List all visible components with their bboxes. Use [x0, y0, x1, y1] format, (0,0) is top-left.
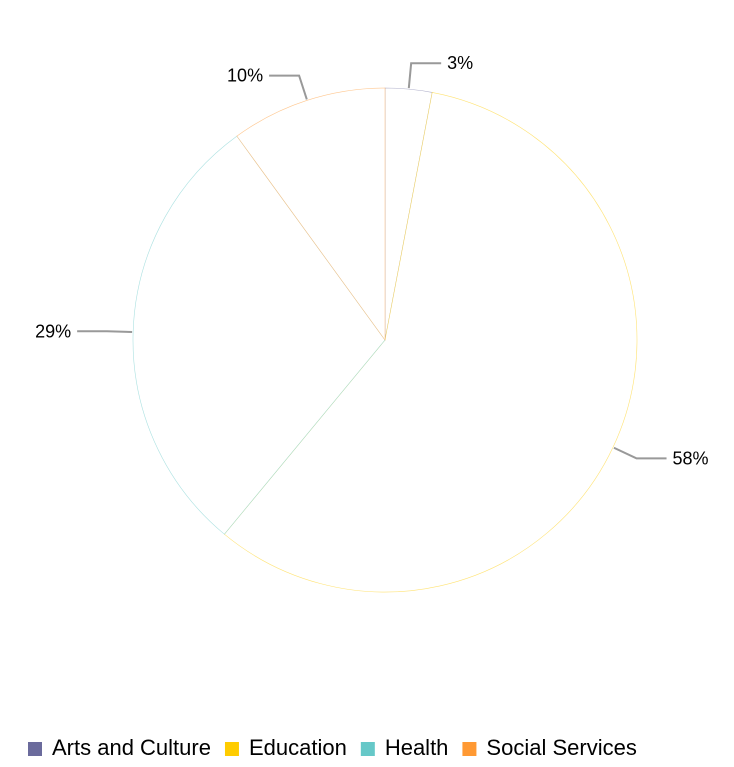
legend-item-education: Education [224, 735, 347, 760]
leader-line-arts-and-culture [407, 62, 442, 89]
pie-slices [132, 87, 638, 593]
leader-lines [77, 62, 667, 460]
legend-item-health: Health [360, 735, 449, 760]
legend-label-arts-and-culture: Arts and Culture [52, 735, 211, 760]
legend-swatch-health [360, 742, 375, 756]
value-label-arts-and-culture: 3% [447, 53, 473, 73]
leader-line-social-services [269, 74, 308, 100]
legend-swatch-education [224, 742, 239, 756]
value-label-health: 29% [35, 321, 71, 341]
value-label-social-services: 10% [227, 66, 263, 86]
value-label-education: 58% [673, 448, 709, 468]
legend-label-health: Health [385, 735, 449, 760]
legend-label-social-services: Social Services [486, 735, 636, 760]
legend-item-arts-and-culture: Arts and Culture [28, 735, 211, 760]
pie-slice-health [132, 135, 386, 535]
legend-item-social-services: Social Services [462, 735, 637, 760]
legend-swatch-arts-and-culture [28, 742, 42, 756]
legend-label-education: Education [249, 735, 347, 760]
leader-line-health [77, 330, 133, 334]
leader-line-education [613, 446, 667, 460]
legend-swatch-social-services [462, 742, 477, 756]
slice-value-labels: 3% 58% 29% 10% [35, 53, 708, 468]
pie-slice-education [223, 92, 638, 593]
legend: Arts and Culture Education Health Social Se… [28, 735, 637, 760]
pie-slice-social-services [236, 87, 386, 341]
